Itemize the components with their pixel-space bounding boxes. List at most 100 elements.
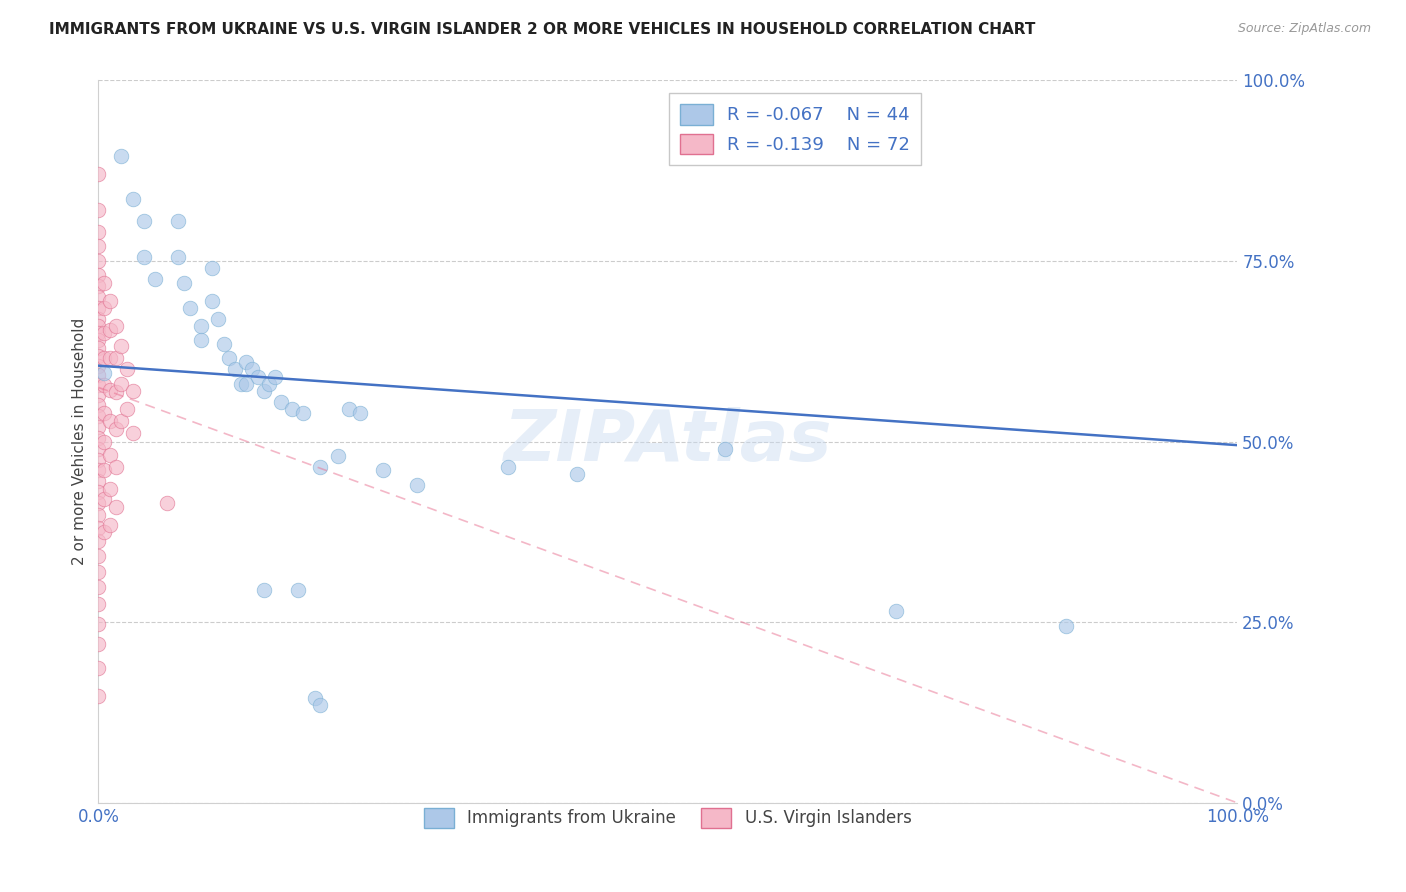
Point xyxy=(104,500,127,514)
Point xyxy=(93,301,115,315)
Point xyxy=(87,239,110,253)
Point xyxy=(87,311,110,326)
Point xyxy=(87,359,110,373)
Point xyxy=(87,549,110,563)
Point xyxy=(87,597,110,611)
Point xyxy=(93,351,115,366)
Point xyxy=(98,351,121,366)
Point xyxy=(190,334,212,348)
Point xyxy=(104,318,127,333)
Point xyxy=(224,362,246,376)
Point xyxy=(110,339,132,353)
Point xyxy=(190,318,212,333)
Point xyxy=(498,459,520,474)
Point xyxy=(98,448,121,462)
Point xyxy=(87,616,110,631)
Point xyxy=(87,452,110,467)
Point xyxy=(87,318,110,333)
Point xyxy=(98,517,121,532)
Point xyxy=(87,301,110,315)
Point xyxy=(326,449,349,463)
Point xyxy=(87,290,110,304)
Point xyxy=(121,384,143,398)
Point xyxy=(98,293,121,308)
Point xyxy=(87,581,110,595)
Point xyxy=(132,250,155,264)
Point xyxy=(229,376,252,391)
Point xyxy=(93,326,115,340)
Point xyxy=(1054,619,1078,633)
Point xyxy=(252,582,274,597)
Point xyxy=(714,442,737,456)
Point xyxy=(235,355,257,369)
Point xyxy=(309,459,332,474)
Text: ZIPAtlas: ZIPAtlas xyxy=(503,407,832,476)
Point xyxy=(207,311,229,326)
Point xyxy=(87,689,110,703)
Point xyxy=(218,351,240,366)
Point xyxy=(270,394,292,409)
Point xyxy=(87,485,110,500)
Point xyxy=(167,214,190,228)
Point xyxy=(87,225,110,239)
Point xyxy=(240,362,263,376)
Text: IMMIGRANTS FROM UKRAINE VS U.S. VIRGIN ISLANDER 2 OR MORE VEHICLES IN HOUSEHOLD : IMMIGRANTS FROM UKRAINE VS U.S. VIRGIN I… xyxy=(49,22,1036,37)
Point xyxy=(87,431,110,445)
Point xyxy=(201,261,224,276)
Point xyxy=(93,434,115,449)
Point xyxy=(246,369,269,384)
Point xyxy=(87,521,110,535)
Point xyxy=(93,463,115,477)
Point xyxy=(115,362,138,376)
Point xyxy=(110,149,132,163)
Point xyxy=(98,482,121,496)
Point xyxy=(110,414,132,428)
Point xyxy=(212,337,235,351)
Point xyxy=(565,467,588,481)
Point xyxy=(121,193,143,207)
Point xyxy=(884,604,907,618)
Point xyxy=(337,402,360,417)
Point xyxy=(281,402,304,417)
Point xyxy=(93,366,115,380)
Point xyxy=(406,478,429,492)
Point xyxy=(87,442,110,456)
Point xyxy=(173,276,195,290)
Point xyxy=(87,334,110,348)
Point xyxy=(93,378,115,392)
Point xyxy=(104,385,127,400)
Point xyxy=(87,508,110,523)
Point xyxy=(93,524,115,539)
Text: Source: ZipAtlas.com: Source: ZipAtlas.com xyxy=(1237,22,1371,36)
Point xyxy=(264,369,287,384)
Point xyxy=(121,425,143,440)
Point xyxy=(87,253,110,268)
Point xyxy=(87,463,110,477)
Point xyxy=(292,406,315,420)
Point xyxy=(201,293,224,308)
Point xyxy=(98,414,121,428)
Point xyxy=(104,421,127,435)
Point xyxy=(252,384,274,398)
Point xyxy=(104,351,127,366)
Point xyxy=(87,349,110,363)
Point xyxy=(110,376,132,391)
Point xyxy=(235,376,257,391)
Point xyxy=(145,272,167,286)
Point xyxy=(87,409,110,424)
Point xyxy=(87,268,110,283)
Point xyxy=(87,378,110,392)
Point xyxy=(93,406,115,420)
Point xyxy=(87,637,110,651)
Point xyxy=(87,661,110,675)
Point xyxy=(87,167,110,181)
Point xyxy=(156,496,179,510)
Point xyxy=(167,250,190,264)
Point xyxy=(93,276,115,290)
Point xyxy=(309,698,332,713)
Point xyxy=(87,326,110,340)
Point xyxy=(179,301,201,315)
Y-axis label: 2 or more Vehicles in Household: 2 or more Vehicles in Household xyxy=(72,318,87,566)
Point xyxy=(371,463,394,477)
Point xyxy=(98,383,121,397)
